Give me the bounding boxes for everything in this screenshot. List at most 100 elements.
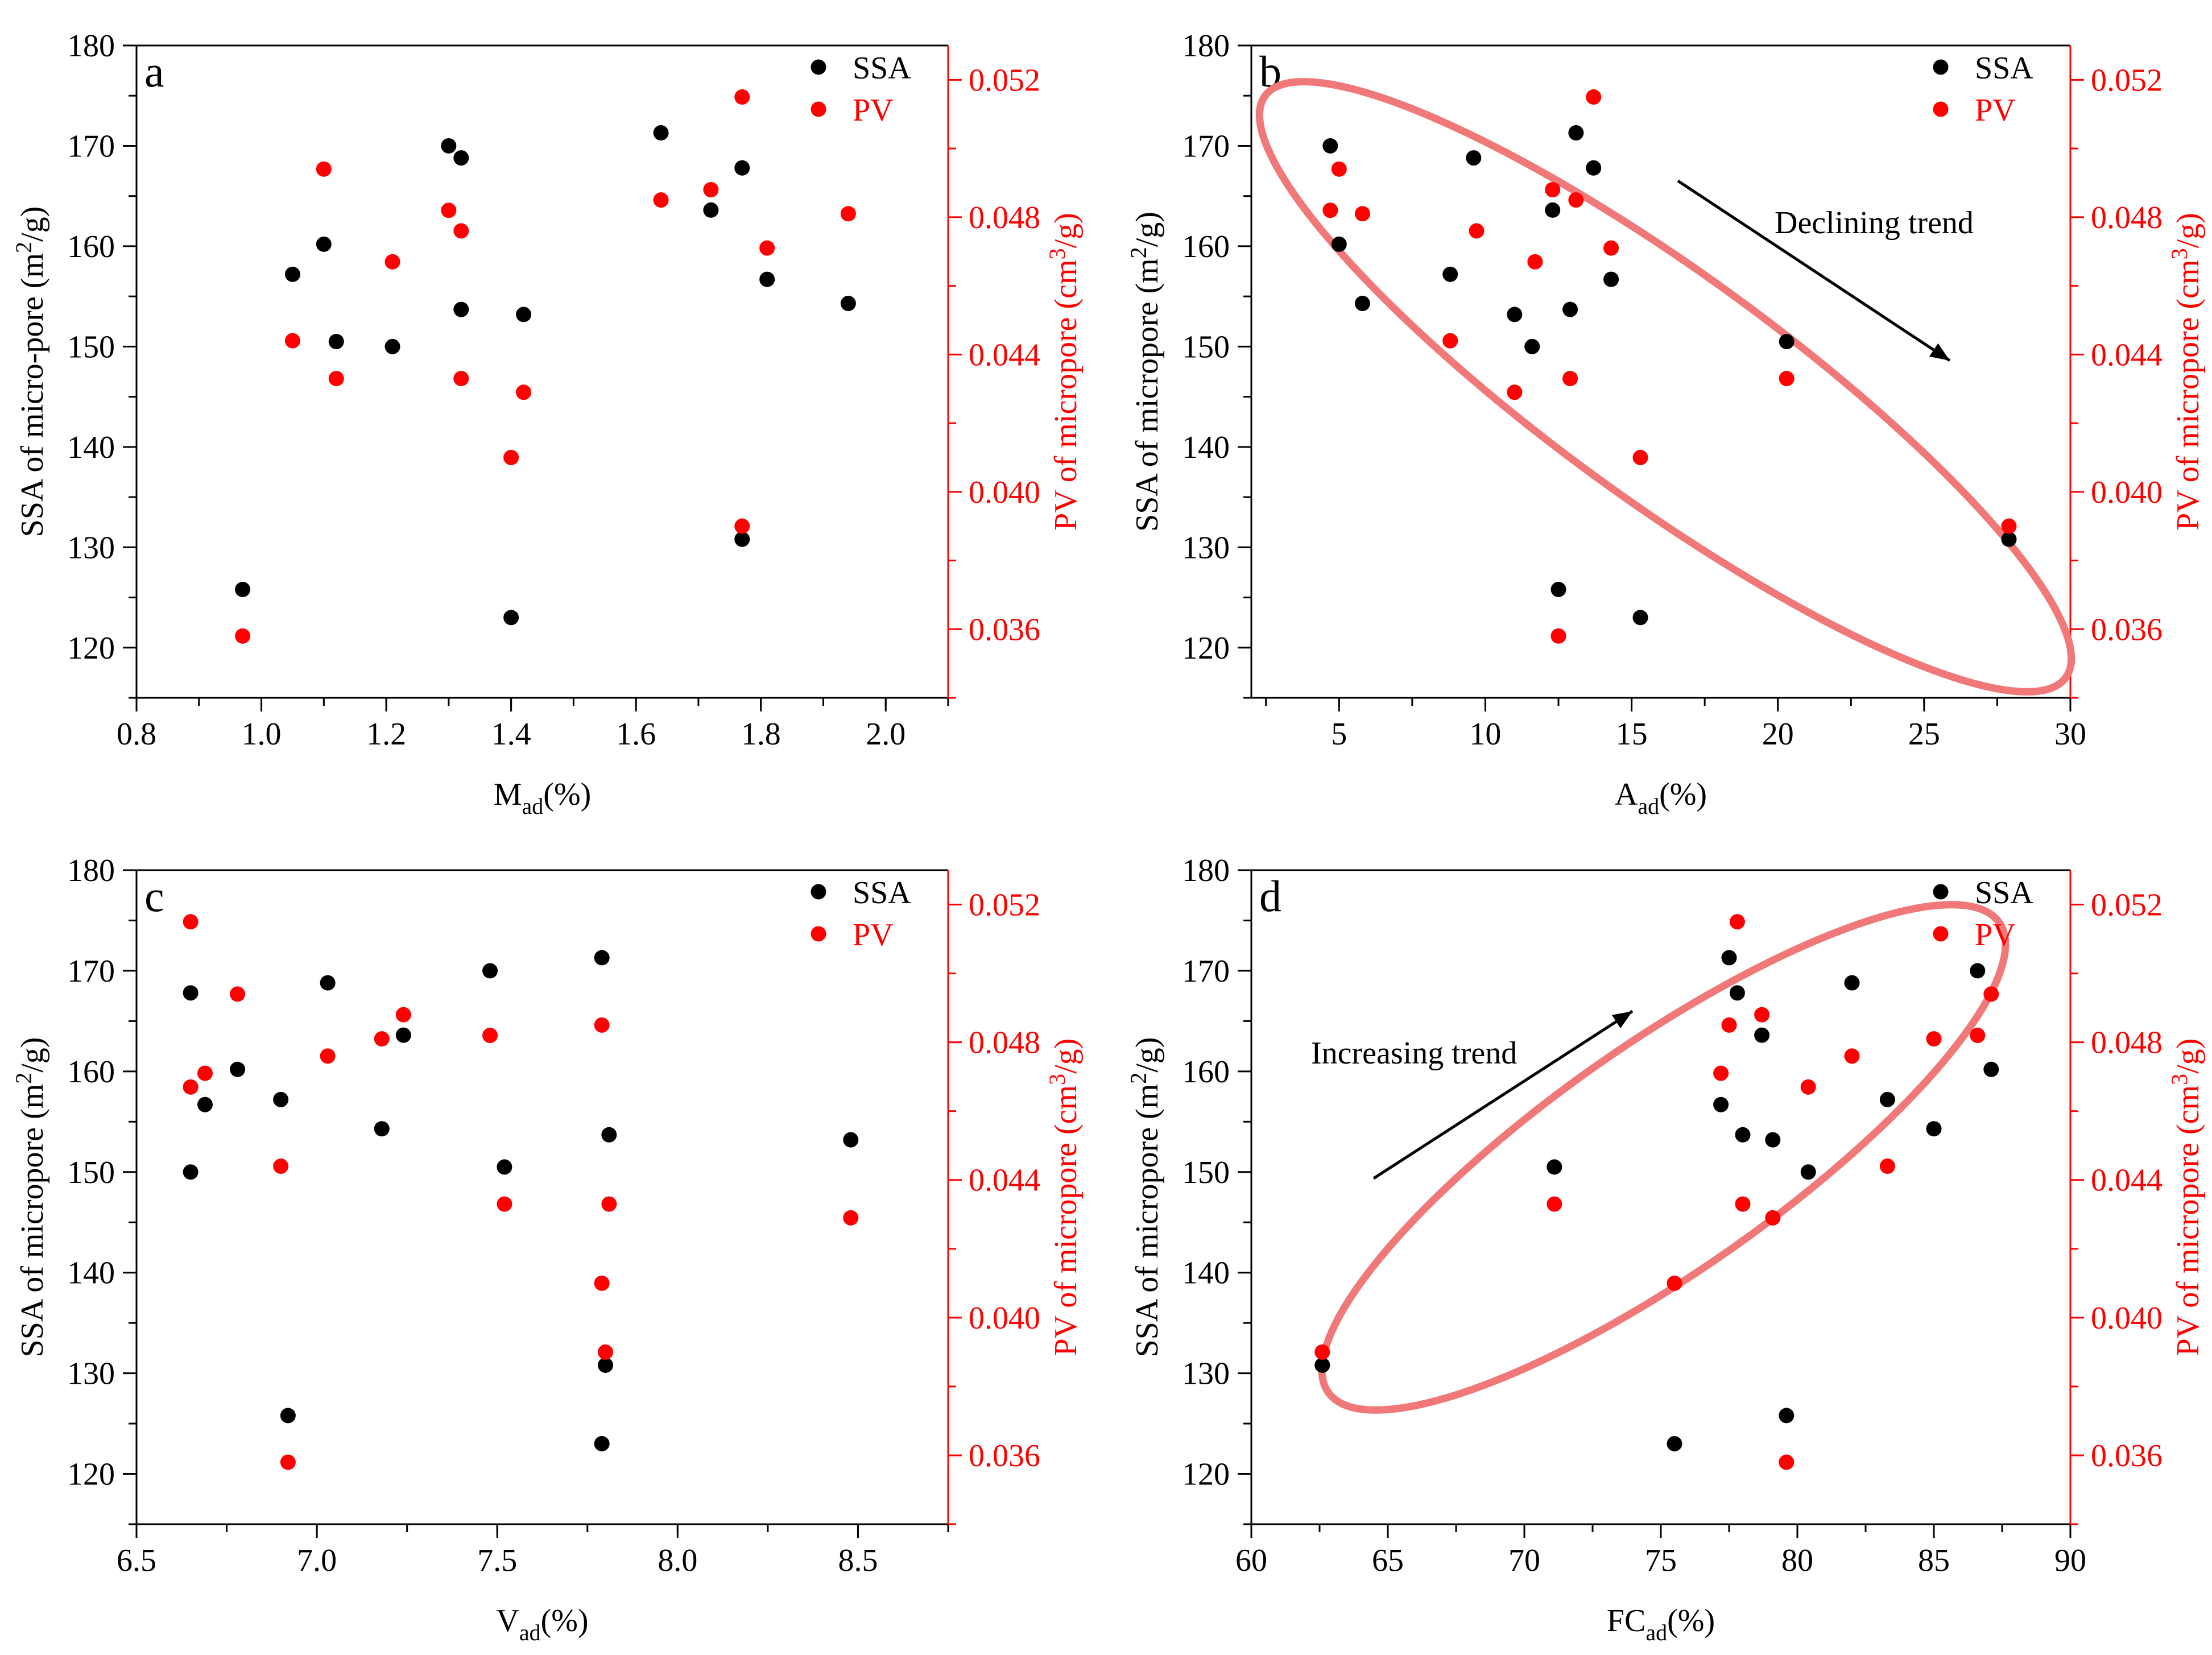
ssa-point bbox=[1354, 296, 1370, 312]
pv-point bbox=[1547, 1196, 1562, 1212]
ssa-point bbox=[1926, 1121, 1942, 1137]
x-tick-label: 10 bbox=[1469, 717, 1501, 752]
ssa-point bbox=[1314, 1357, 1330, 1373]
ssa-point bbox=[1667, 1435, 1682, 1451]
x-tick-label: 65 bbox=[1372, 1543, 1404, 1578]
ssa-point bbox=[197, 1097, 213, 1112]
y-right-tick-label: 0.052 bbox=[2091, 888, 2163, 923]
panel-label: d bbox=[1259, 871, 1281, 921]
pv-point bbox=[1314, 1344, 1330, 1360]
panel-label: c bbox=[144, 871, 164, 921]
x-tick-label: 1.0 bbox=[242, 717, 282, 752]
pv-point bbox=[374, 1031, 390, 1047]
y-left-tick-label: 150 bbox=[1182, 329, 1230, 365]
x-tick-label: 0.8 bbox=[117, 717, 156, 752]
ssa-point bbox=[1779, 334, 1795, 350]
y-left-axis-label: SSA of micropore (m2/g) bbox=[11, 1037, 50, 1358]
x-tick-label: 85 bbox=[1918, 1543, 1950, 1578]
x-tick-label: 8.5 bbox=[838, 1543, 878, 1578]
legend-label-ssa: SSA bbox=[853, 875, 911, 911]
ssa-point bbox=[601, 1127, 617, 1143]
ssa-point bbox=[1603, 271, 1619, 287]
ssa-point bbox=[384, 338, 400, 354]
ssa-point bbox=[2001, 531, 2017, 547]
y-right-tick-label: 0.044 bbox=[969, 1163, 1040, 1198]
pv-point bbox=[1603, 240, 1619, 256]
y-right-tick-label: 0.048 bbox=[969, 200, 1040, 235]
x-tick-label: 25 bbox=[1908, 717, 1940, 752]
ssa-point bbox=[1322, 138, 1338, 154]
pv-point bbox=[197, 1065, 213, 1081]
y-left-tick-label: 180 bbox=[67, 853, 115, 888]
panel-a: 0.8 1.0 1.2 1.4 1.6 1.8 2.0 120 130 140 150 160 170 1… bbox=[11, 28, 1084, 819]
y-right-tick-label: 0.048 bbox=[2091, 200, 2163, 235]
pv-point bbox=[280, 1454, 296, 1470]
pv-point bbox=[1779, 371, 1795, 387]
y-left-axis-label: SSA of micropore (m2/g) bbox=[1126, 212, 1165, 532]
legend-label-ssa: SSA bbox=[1975, 875, 2033, 911]
ssa-point bbox=[1466, 150, 1482, 166]
ssa-point bbox=[734, 160, 750, 176]
pv-point bbox=[453, 223, 469, 239]
pv-point bbox=[1729, 914, 1745, 930]
pv-point bbox=[395, 1007, 411, 1023]
legend-label-ssa: SSA bbox=[1975, 51, 2033, 86]
pv-point bbox=[1926, 1031, 1942, 1047]
pv-point bbox=[183, 1079, 199, 1095]
pv-point bbox=[1754, 1007, 1770, 1023]
ssa-point bbox=[1507, 307, 1523, 322]
pv-point bbox=[1469, 223, 1485, 239]
legend-marker-pv bbox=[1933, 101, 1949, 117]
pv-point bbox=[1713, 1065, 1729, 1081]
y-left-tick-label: 140 bbox=[1182, 430, 1230, 465]
pv-point bbox=[2001, 518, 2017, 534]
pv-point bbox=[230, 986, 246, 1002]
x-tick-label: 70 bbox=[1508, 1543, 1540, 1578]
pv-point bbox=[1721, 1017, 1737, 1033]
x-axis-label: FCad(%) bbox=[1607, 1603, 1715, 1645]
pv-point bbox=[1545, 182, 1561, 198]
y-left-tick-label: 180 bbox=[1182, 853, 1230, 888]
y-left-tick-label: 160 bbox=[67, 1054, 115, 1090]
ssa-point bbox=[482, 963, 498, 979]
panel-label: a bbox=[144, 47, 164, 96]
pv-point bbox=[840, 206, 856, 222]
pv-point bbox=[1507, 384, 1523, 400]
ssa-point bbox=[183, 985, 199, 1001]
y-left-tick-label: 140 bbox=[1182, 1256, 1230, 1291]
legend-marker-ssa bbox=[811, 884, 826, 900]
pv-point bbox=[1779, 1454, 1795, 1470]
pv-point bbox=[843, 1210, 859, 1226]
pv-point bbox=[1983, 986, 1999, 1002]
y-left-tick-label: 180 bbox=[67, 28, 115, 64]
legend-marker-pv bbox=[1933, 926, 1949, 942]
y-left-tick-label: 170 bbox=[67, 129, 115, 164]
y-right-tick-label: 0.040 bbox=[969, 1301, 1040, 1336]
pv-point bbox=[284, 333, 300, 349]
y-left-tick-label: 120 bbox=[67, 631, 115, 666]
pv-point bbox=[1568, 192, 1584, 208]
y-right-tick-label: 0.044 bbox=[2091, 337, 2163, 373]
ssa-point bbox=[441, 138, 457, 154]
x-tick-label: 30 bbox=[2054, 717, 2086, 752]
legend-marker-ssa bbox=[1933, 884, 1949, 900]
trend-annotation: Increasing trend bbox=[1311, 1036, 1517, 1071]
x-tick-label: 6.5 bbox=[117, 1543, 156, 1578]
ssa-point bbox=[1545, 202, 1561, 218]
pv-point bbox=[328, 371, 344, 387]
y-left-tick-label: 130 bbox=[1182, 530, 1230, 565]
pv-point bbox=[316, 161, 332, 177]
ssa-point bbox=[1983, 1061, 1999, 1077]
ssa-point bbox=[320, 975, 336, 991]
pv-point bbox=[1322, 202, 1338, 218]
ssa-point bbox=[840, 296, 856, 312]
y-right-tick-label: 0.036 bbox=[969, 612, 1040, 647]
y-right-tick-label: 0.052 bbox=[2091, 63, 2163, 98]
ssa-point bbox=[1800, 1164, 1816, 1180]
pv-point bbox=[1442, 333, 1458, 349]
pv-point bbox=[594, 1275, 610, 1291]
pv-point bbox=[1354, 206, 1370, 222]
x-tick-label: 7.5 bbox=[477, 1543, 517, 1578]
ssa-point bbox=[395, 1027, 411, 1043]
